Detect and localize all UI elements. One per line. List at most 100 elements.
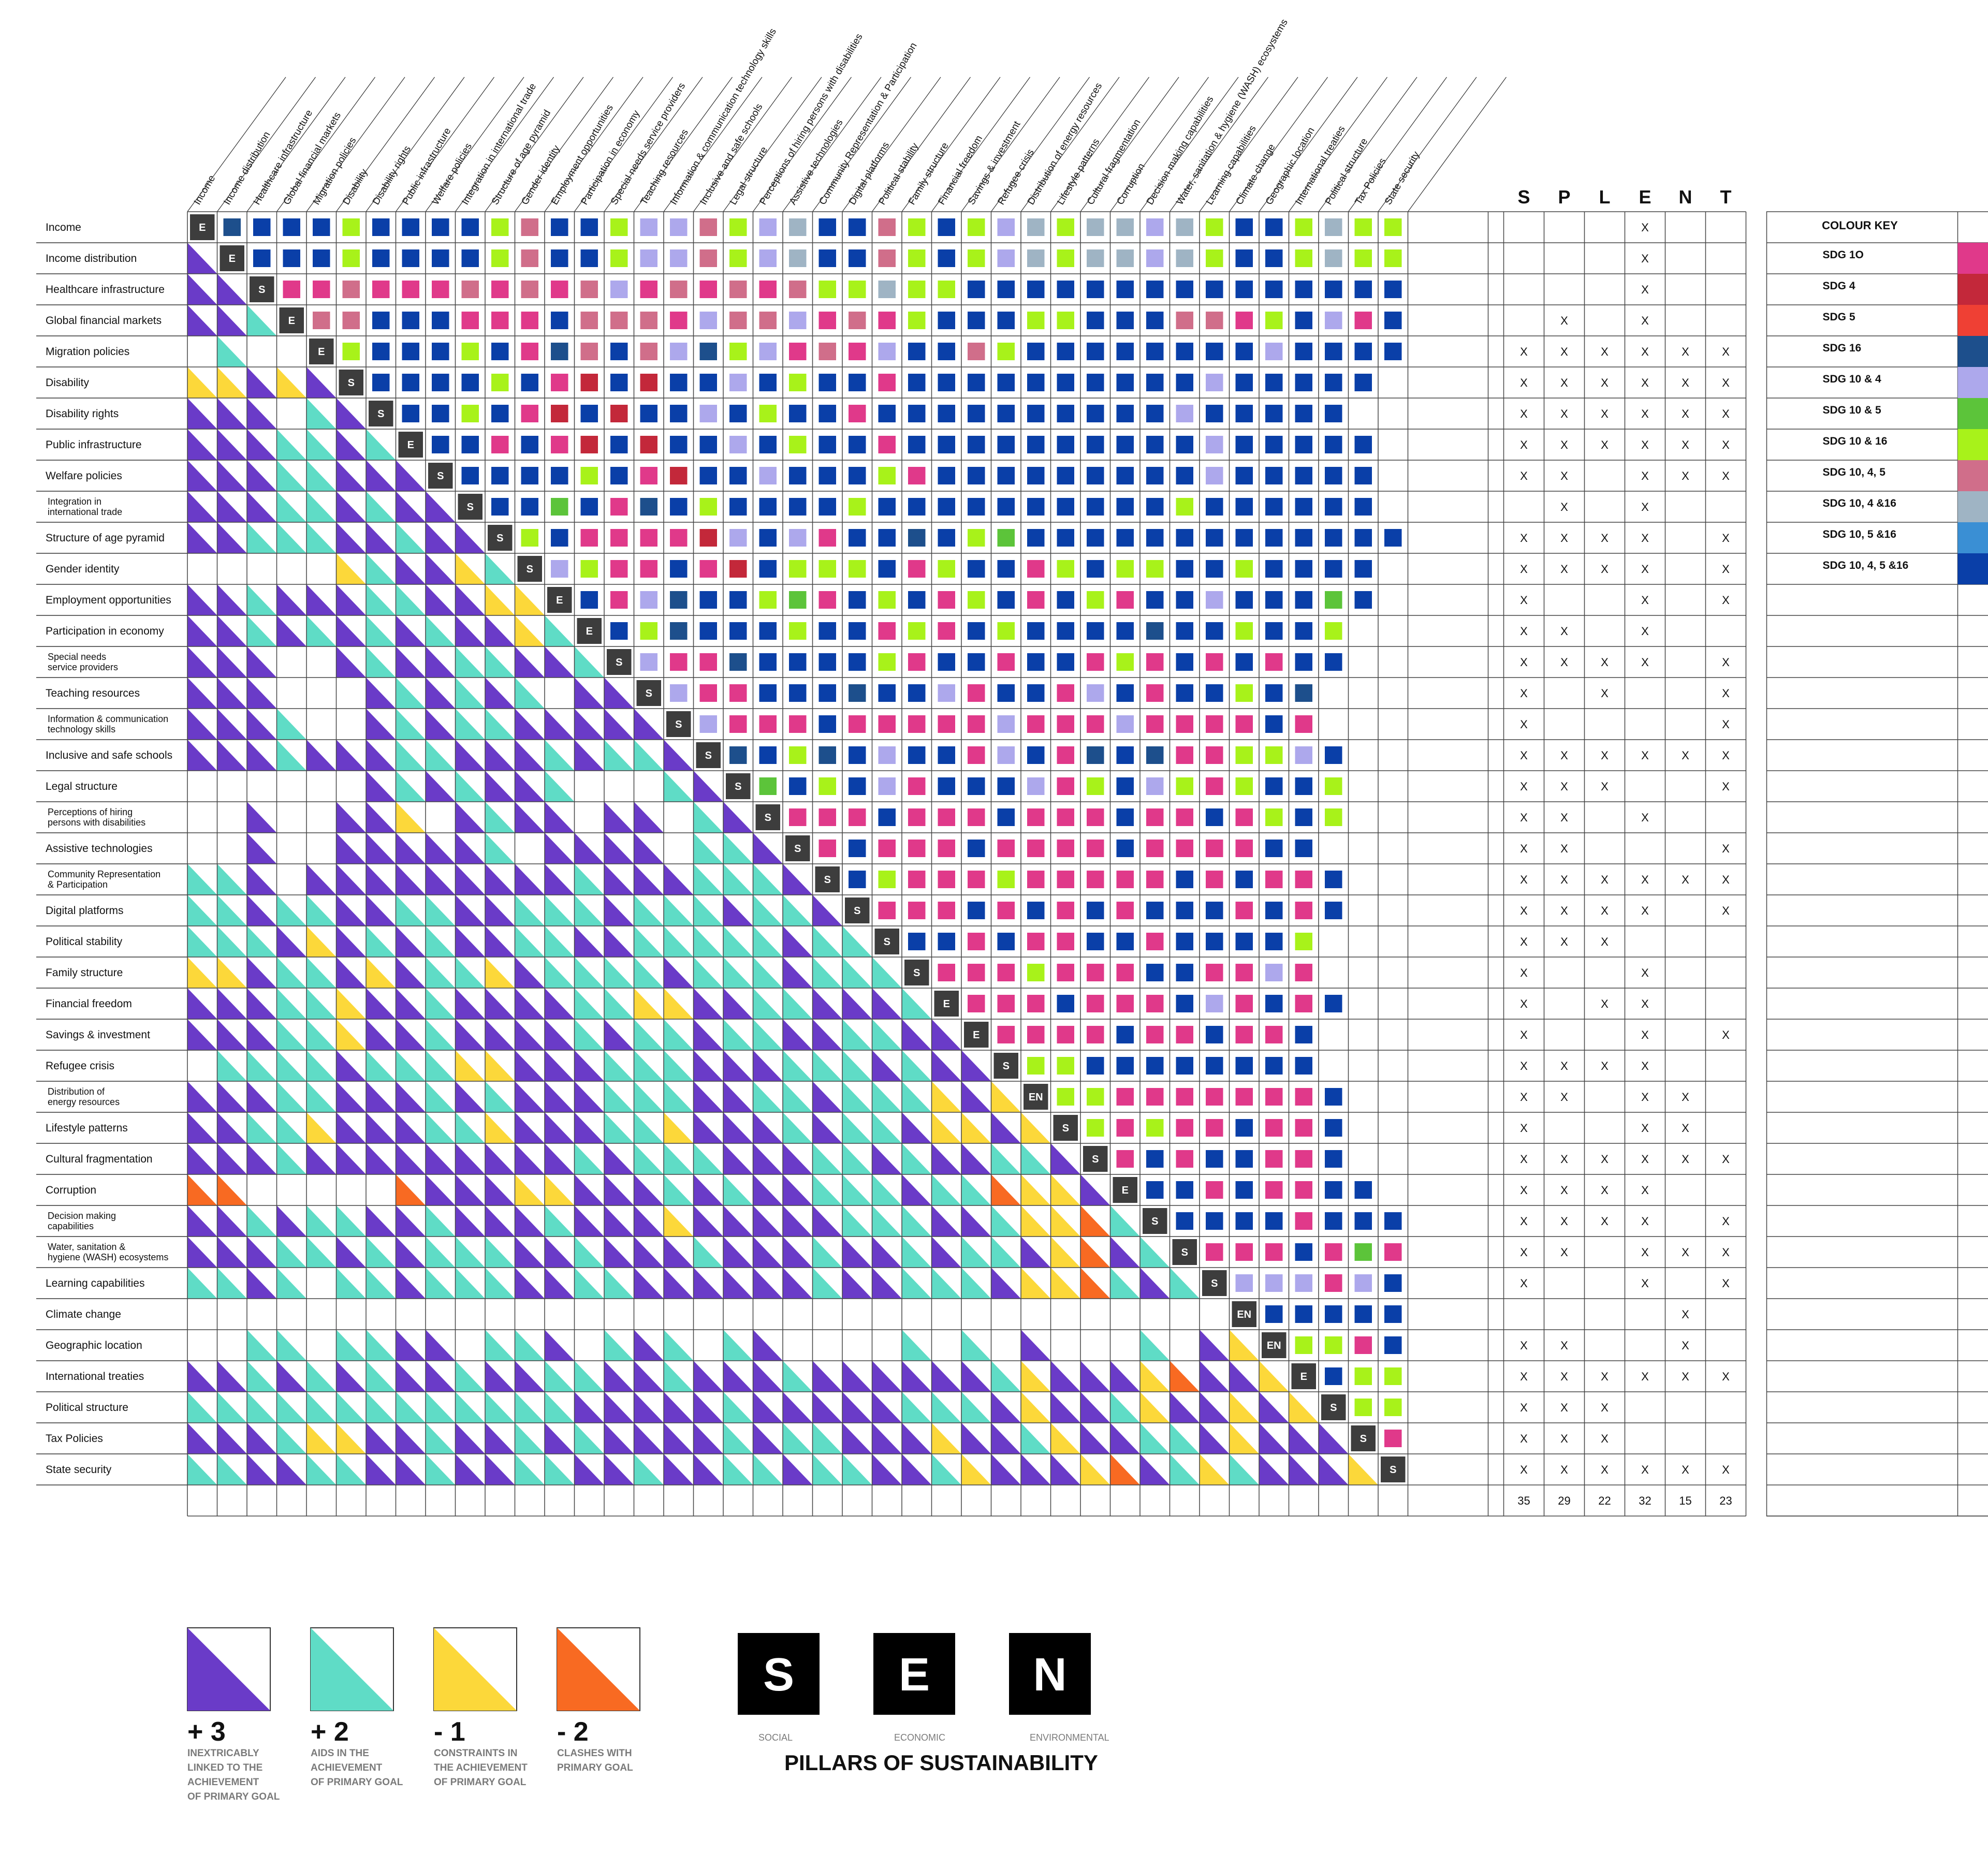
impact-triangle bbox=[723, 1143, 753, 1174]
row-label: Integration in international trade bbox=[48, 496, 122, 517]
sdg-square bbox=[1206, 281, 1223, 298]
impact-triangle bbox=[1021, 1330, 1051, 1361]
sdg-square bbox=[1325, 1150, 1342, 1168]
sdg-square bbox=[640, 436, 657, 453]
impact-triangle bbox=[634, 1423, 664, 1454]
impact-triangle bbox=[545, 1205, 575, 1237]
sdg-square bbox=[789, 249, 807, 267]
sdg-square bbox=[1325, 281, 1342, 298]
sdg-square bbox=[849, 281, 866, 298]
splent-mark: X bbox=[1601, 904, 1609, 917]
sdg-square bbox=[1087, 249, 1104, 267]
sdg-square bbox=[223, 218, 241, 236]
row-label: Healthcare infrastructure bbox=[46, 284, 165, 296]
impact-triangle bbox=[366, 1237, 396, 1268]
impact-triangle bbox=[396, 491, 426, 522]
impact-triangle bbox=[276, 1081, 306, 1112]
impact-triangle bbox=[485, 957, 515, 988]
sdg-square bbox=[610, 467, 628, 484]
sdg-square bbox=[1176, 1181, 1193, 1199]
sdg-square bbox=[1057, 1057, 1074, 1075]
sdg-square bbox=[640, 622, 657, 640]
impact-triangle bbox=[217, 988, 247, 1019]
impact-triangle bbox=[366, 833, 396, 864]
sdg-square bbox=[729, 684, 747, 702]
pillar-cell bbox=[1351, 1425, 1376, 1451]
sdg-square bbox=[1116, 436, 1134, 453]
impact-triangle bbox=[1021, 1143, 1051, 1174]
impact-triangle bbox=[872, 1423, 902, 1454]
impact-triangle bbox=[664, 1143, 694, 1174]
sdg-square bbox=[1057, 249, 1074, 267]
sdg-square bbox=[461, 218, 479, 236]
sdg-square bbox=[1265, 343, 1283, 360]
sdg-square bbox=[1116, 746, 1134, 764]
sdg-square bbox=[551, 312, 568, 329]
impact-triangle bbox=[574, 1205, 604, 1237]
sdg-square bbox=[670, 560, 688, 578]
sdg-square bbox=[997, 1026, 1015, 1043]
splent-mark: X bbox=[1601, 1370, 1609, 1383]
sdg-square bbox=[1265, 1305, 1283, 1323]
splent-mark: X bbox=[1560, 438, 1568, 451]
impact-triangle bbox=[276, 1019, 306, 1050]
sdg-square bbox=[1235, 653, 1253, 671]
impact-triangle bbox=[783, 1454, 813, 1485]
impact-triangle bbox=[1110, 1268, 1140, 1299]
sdg-square bbox=[1295, 1336, 1312, 1354]
impact-triangle bbox=[1080, 1174, 1110, 1205]
impact-triangle bbox=[455, 1174, 485, 1205]
impact-triangle bbox=[664, 771, 694, 802]
sdg-square bbox=[1027, 746, 1045, 764]
sdg-square bbox=[878, 591, 896, 609]
impact-triangle bbox=[306, 615, 337, 646]
splent-mark: X bbox=[1601, 438, 1609, 451]
impact-triangle bbox=[247, 926, 277, 957]
sdg-square bbox=[1146, 871, 1164, 888]
splent-mark: X bbox=[1601, 407, 1609, 420]
impact-triangle bbox=[217, 1268, 247, 1299]
colour-key-label: SDG 5 bbox=[1823, 311, 1855, 323]
splent-mark: X bbox=[1682, 1308, 1689, 1321]
sdg-square bbox=[1354, 436, 1372, 453]
sdg-square bbox=[1325, 746, 1342, 764]
sdg-square bbox=[1354, 343, 1372, 360]
impact-triangle bbox=[485, 895, 515, 926]
impact-triangle bbox=[336, 1237, 366, 1268]
pillar-cell-letter: S bbox=[348, 377, 355, 389]
impact-triangle bbox=[276, 1143, 306, 1174]
sdg-square bbox=[878, 498, 896, 516]
sdg-square bbox=[1116, 1150, 1134, 1168]
sdg-square bbox=[968, 249, 985, 267]
impact-triangle bbox=[1170, 1268, 1200, 1299]
sdg-square bbox=[818, 715, 836, 733]
impact-triangle bbox=[336, 740, 366, 771]
sdg-square bbox=[1057, 964, 1074, 981]
impact-triangle bbox=[753, 1081, 783, 1112]
impact-triangle bbox=[396, 522, 426, 553]
sdg-square bbox=[1027, 902, 1045, 919]
sdg-square bbox=[670, 249, 688, 267]
impact-triangle bbox=[812, 1454, 842, 1485]
pillar-cell-letter: S bbox=[824, 874, 831, 886]
splent-mark: X bbox=[1560, 904, 1568, 917]
impact-triangle bbox=[485, 553, 515, 584]
impact-triangle bbox=[217, 740, 247, 771]
sdg-square bbox=[1057, 405, 1074, 422]
sdg-square bbox=[878, 249, 896, 267]
impact-triangle bbox=[396, 771, 426, 802]
sdg-square bbox=[849, 498, 866, 516]
sdg-square bbox=[1176, 871, 1193, 888]
sdg-square bbox=[1295, 529, 1312, 547]
impact-triangle bbox=[426, 1143, 456, 1174]
sdg-square bbox=[1235, 871, 1253, 888]
sdg-square bbox=[818, 653, 836, 671]
impact-triangle bbox=[455, 522, 485, 553]
impact-triangle bbox=[902, 1237, 932, 1268]
sdg-square bbox=[1235, 1243, 1253, 1261]
pillar-cell bbox=[726, 773, 751, 799]
impact-triangle bbox=[276, 1112, 306, 1143]
sdg-square bbox=[759, 653, 777, 671]
sdg-square bbox=[1176, 653, 1193, 671]
